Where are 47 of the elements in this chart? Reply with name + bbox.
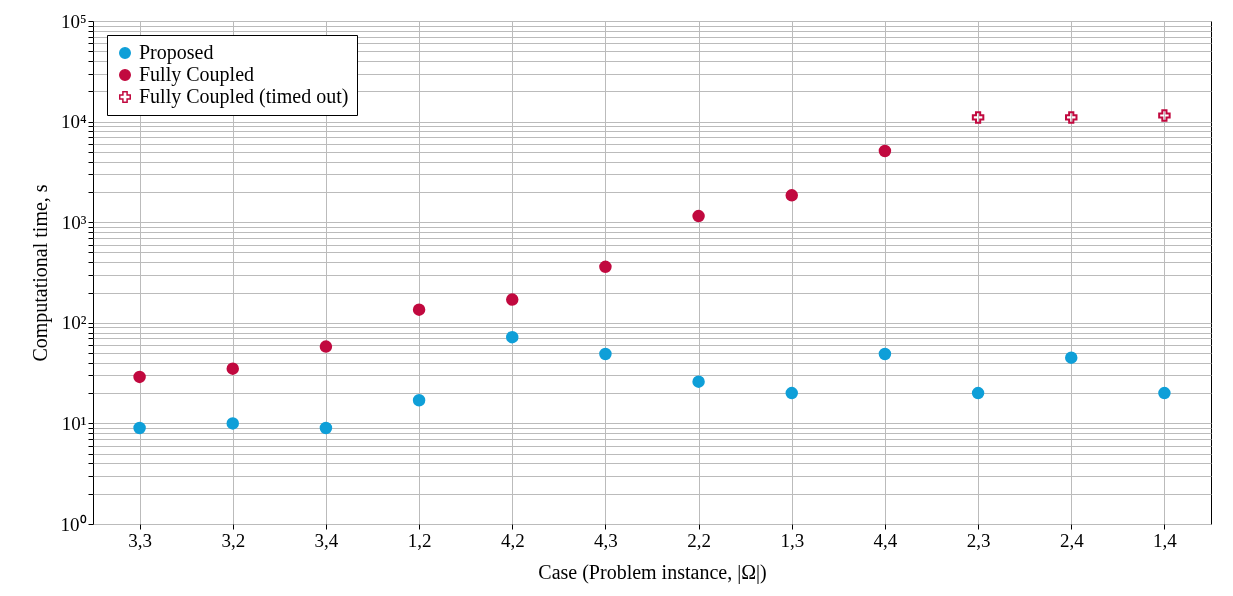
point xyxy=(226,417,239,430)
y-tick-label: 10⁰ xyxy=(60,513,87,535)
point xyxy=(133,421,146,435)
x-tick-label: 1,3 xyxy=(780,529,805,551)
x-tick-label: 2,4 xyxy=(1059,529,1085,551)
y-axis-title: Computational time, s xyxy=(28,184,52,362)
x-tick-label: 3,2 xyxy=(221,529,246,551)
point xyxy=(226,362,239,375)
point xyxy=(1158,109,1171,122)
point xyxy=(412,303,426,316)
point xyxy=(785,386,798,400)
y-tick-label: 10² xyxy=(61,312,87,334)
x-tick-label: 4,4 xyxy=(873,529,898,551)
y-tick-label: 10⁵ xyxy=(60,10,87,32)
legend-label: Fully Coupled (timed out) xyxy=(139,85,349,108)
x-tick-label: 1,2 xyxy=(407,529,432,551)
point xyxy=(692,209,705,223)
x-tick-label: 2,2 xyxy=(687,529,711,551)
point xyxy=(971,386,985,400)
point xyxy=(692,375,705,388)
point xyxy=(133,370,146,384)
y-tick-label: 10¹ xyxy=(61,412,87,434)
point xyxy=(599,347,612,361)
point xyxy=(1158,386,1171,400)
x-tick-label: 3,3 xyxy=(128,529,152,551)
point xyxy=(319,340,333,353)
x-tick-label: 3,4 xyxy=(314,529,339,551)
point xyxy=(878,347,892,361)
point xyxy=(599,260,612,274)
point xyxy=(1065,111,1078,124)
point xyxy=(971,111,985,124)
point xyxy=(412,393,426,407)
x-tick-label: 2,3 xyxy=(966,529,991,551)
point xyxy=(506,330,519,344)
x-tick-label: 4,3 xyxy=(594,529,618,551)
y-tick-label: 10³ xyxy=(61,211,87,233)
x-axis-title: Case (Problem instance, |Ω|) xyxy=(538,560,767,584)
point xyxy=(878,144,892,158)
legend-label: Proposed xyxy=(139,41,214,64)
point xyxy=(319,421,333,435)
point xyxy=(1065,351,1078,364)
y-tick-label: 10⁴ xyxy=(60,111,87,133)
x-tick-label: 1,4 xyxy=(1153,529,1178,551)
point xyxy=(506,293,519,306)
x-tick-label: 4,2 xyxy=(500,529,525,551)
legend-label: Fully Coupled xyxy=(139,63,255,86)
point xyxy=(785,189,798,202)
